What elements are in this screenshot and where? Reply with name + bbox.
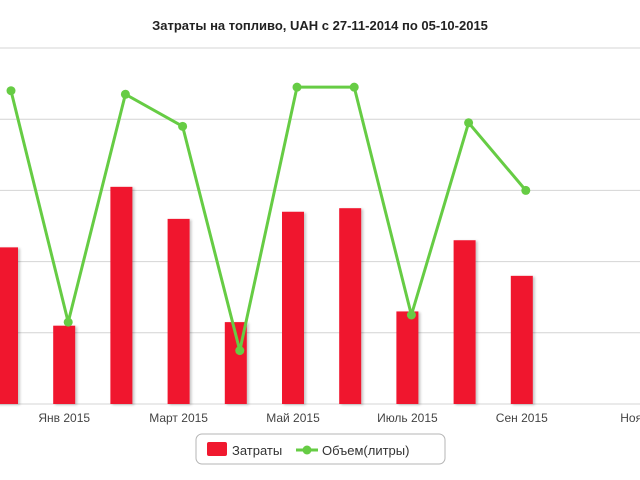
line-point	[464, 118, 474, 128]
x-axis-ticks: Янв 2015 Март 2015 Май 2015 Июль 2015 Сен 20…	[38, 411, 640, 425]
line-point	[6, 86, 16, 96]
gridlines	[0, 47, 640, 405]
legend-bar-swatch[interactable]	[207, 442, 227, 456]
x-tick-label: Июль 2015	[377, 411, 438, 425]
line-point	[178, 121, 188, 131]
bar	[339, 208, 362, 404]
line-series	[6, 82, 531, 356]
legend-box	[195, 433, 446, 465]
line-point	[235, 346, 245, 356]
bar	[510, 275, 533, 404]
x-tick-label: Март 2015	[149, 411, 208, 425]
legend-label-volume[interactable]: Объем(литры)	[322, 443, 409, 458]
bar	[0, 247, 18, 404]
x-tick-label: Май 2015	[266, 411, 320, 425]
legend-line-marker[interactable]	[302, 445, 312, 455]
legend-label-costs[interactable]: Затраты	[232, 443, 282, 458]
x-tick-label: Янв 2015	[38, 411, 90, 425]
line-point	[63, 317, 73, 327]
x-tick-label: Сен 2015	[496, 411, 548, 425]
bar	[282, 211, 304, 404]
line-point	[406, 310, 416, 320]
bar	[53, 325, 76, 404]
bar	[453, 240, 476, 404]
series-line	[9, 85, 527, 353]
bar-series	[0, 186, 533, 404]
line-point	[521, 185, 531, 195]
chart-title: Затраты на топливо, UAH с 27-11-2014 по …	[152, 18, 488, 33]
line-point	[292, 82, 302, 92]
bar	[396, 311, 419, 404]
legend: Затраты Объем(литры)	[195, 433, 446, 465]
line-point	[120, 89, 130, 99]
x-tick-label: Ноя 2	[620, 411, 640, 425]
line-point	[349, 82, 359, 92]
bar	[110, 186, 133, 404]
bar	[167, 218, 190, 404]
